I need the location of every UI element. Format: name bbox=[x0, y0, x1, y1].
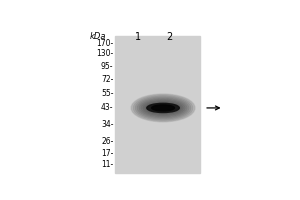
Ellipse shape bbox=[141, 100, 185, 116]
Text: 95-: 95- bbox=[101, 62, 113, 71]
Text: 72-: 72- bbox=[101, 75, 113, 84]
Text: 1: 1 bbox=[135, 32, 141, 42]
Text: 2: 2 bbox=[166, 32, 172, 42]
Ellipse shape bbox=[152, 105, 174, 111]
Text: 17-: 17- bbox=[101, 149, 113, 158]
Ellipse shape bbox=[135, 96, 191, 119]
Text: 43-: 43- bbox=[101, 103, 113, 112]
Ellipse shape bbox=[145, 102, 181, 114]
Text: 26-: 26- bbox=[101, 137, 113, 146]
Text: 55-: 55- bbox=[101, 89, 113, 98]
Text: 11-: 11- bbox=[101, 160, 113, 169]
Text: 170-: 170- bbox=[96, 39, 113, 48]
Ellipse shape bbox=[143, 101, 183, 115]
Bar bbox=[115, 36, 200, 173]
Ellipse shape bbox=[139, 99, 187, 117]
Text: 34-: 34- bbox=[101, 120, 113, 129]
Ellipse shape bbox=[137, 98, 189, 118]
Text: 130-: 130- bbox=[96, 49, 113, 58]
Ellipse shape bbox=[131, 94, 195, 122]
Ellipse shape bbox=[133, 95, 193, 121]
Text: kDa: kDa bbox=[90, 32, 106, 41]
Ellipse shape bbox=[147, 103, 179, 113]
